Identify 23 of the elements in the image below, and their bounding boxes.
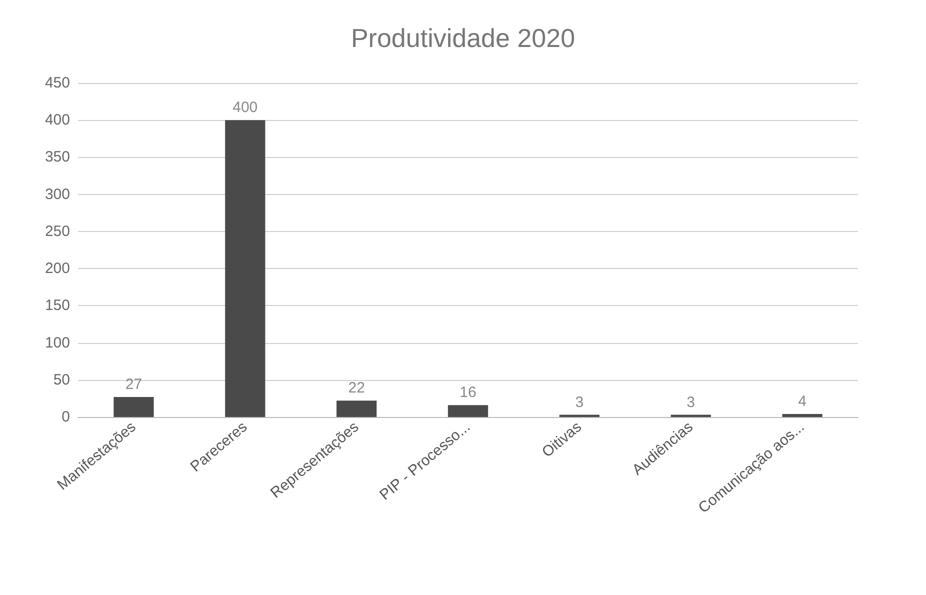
y-tick-label: 300 xyxy=(44,186,70,203)
chart-title: Produtividade 2020 xyxy=(350,23,576,53)
data-label: 4 xyxy=(798,393,806,410)
y-tick-label: 150 xyxy=(44,297,70,314)
data-label: 16 xyxy=(460,384,476,402)
data-label: 27 xyxy=(125,376,142,393)
data-label: 3 xyxy=(686,394,696,411)
data-label: 22 xyxy=(348,380,365,397)
data-label: 400 xyxy=(232,99,258,116)
bar xyxy=(114,396,154,417)
y-tick-label: 250 xyxy=(44,222,70,240)
data-label: 3 xyxy=(575,394,584,411)
y-tick-label: 50 xyxy=(53,371,70,388)
bar xyxy=(448,405,488,417)
y-tick-label: 200 xyxy=(44,260,70,278)
y-tick-label: 350 xyxy=(44,148,70,166)
y-tick-label: 100 xyxy=(44,334,70,352)
bar xyxy=(336,400,377,417)
y-tick-label: 450 xyxy=(44,74,70,92)
bar xyxy=(782,414,822,417)
y-tick-label: 0 xyxy=(62,408,70,426)
bar xyxy=(225,120,266,417)
y-tick-label: 400 xyxy=(44,112,70,129)
